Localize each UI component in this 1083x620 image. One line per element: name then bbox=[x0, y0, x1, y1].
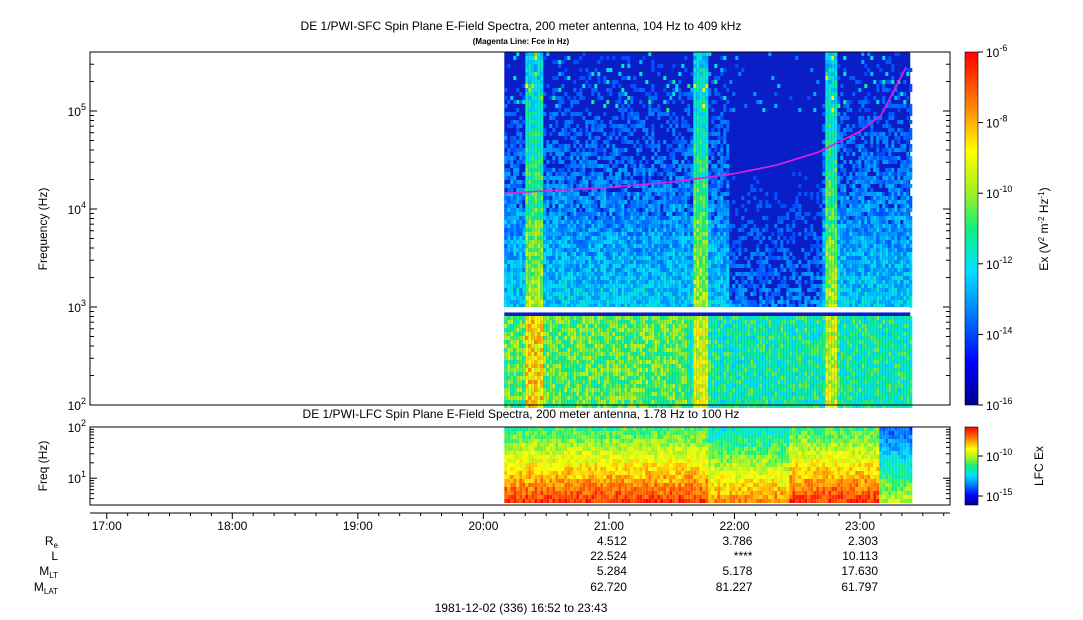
sfc-subtitle: (Magenta Line: Fce in Hz) bbox=[473, 37, 570, 46]
ephemeris-row-label: Re bbox=[45, 534, 59, 550]
ephemeris-value: 5.178 bbox=[722, 564, 752, 578]
lfc-panel: 101 102 Freq (Hz) bbox=[36, 418, 951, 506]
x-tick-label: 22:00 bbox=[719, 519, 749, 533]
y-tick-label: 102 bbox=[68, 418, 86, 435]
colorbar-tick-label: 10-12 bbox=[986, 255, 1012, 272]
lfc-title: DE 1/PWI-LFC Spin Plane E-Field Spectra,… bbox=[303, 407, 740, 421]
ephemeris-table: Re 4.512 3.786 2.303 L 22.524 **** 10.113 MLT 5.2… bbox=[34, 534, 878, 596]
ephemeris-value: 10.113 bbox=[842, 549, 878, 563]
x-tick-label: 19:00 bbox=[343, 519, 373, 533]
ephemeris-value: 3.786 bbox=[722, 534, 752, 548]
sfc-y-axis: 102 103 104 105 bbox=[68, 51, 950, 413]
sfc-y-label: Frequency (Hz) bbox=[36, 188, 50, 271]
lfc-frame bbox=[89, 426, 951, 506]
colorbar-tick-label: 10-8 bbox=[986, 114, 1007, 131]
colorbar-tick-label: 10-15 bbox=[986, 487, 1012, 504]
ephemeris-row-label: MLT bbox=[39, 564, 58, 580]
y-tick-label: 104 bbox=[68, 200, 86, 217]
ephemeris-value: 61.797 bbox=[841, 580, 878, 594]
y-tick-label: 102 bbox=[68, 396, 86, 413]
x-tick-label: 17:00 bbox=[92, 519, 122, 533]
lfc-spectrogram bbox=[504, 427, 913, 503]
lfc-colorbar: 10-10 10-15 LFC Ex bbox=[964, 426, 1046, 506]
colorbar-tick-label: 10-6 bbox=[986, 43, 1007, 60]
time-range-footer: 1981-12-02 (336) 16:52 to 23:43 bbox=[435, 601, 608, 615]
ephemeris-row-label: L bbox=[51, 549, 58, 563]
x-tick-label: 18:00 bbox=[217, 519, 247, 533]
lfc-colorbar-bar bbox=[964, 426, 979, 506]
colorbar-tick-label: 10-16 bbox=[986, 396, 1012, 413]
ephemeris-value: 81.227 bbox=[716, 580, 753, 594]
sfc-colorbar: 10-6 10-8 10-10 10-12 10-14 10-16 Ex (V2 m-2 … bbox=[964, 43, 1052, 413]
ephemeris-value: 5.284 bbox=[597, 564, 627, 578]
ephemeris-value: 17.630 bbox=[841, 564, 878, 578]
lfc-colorbar-label: LFC Ex bbox=[1032, 446, 1046, 486]
y-tick-label: 103 bbox=[68, 298, 86, 315]
colorbar-tick-label: 10-10 bbox=[986, 184, 1012, 201]
fce-line bbox=[504, 66, 907, 194]
ephemeris-value: 22.524 bbox=[590, 549, 627, 563]
ephemeris-value: 62.720 bbox=[590, 580, 627, 594]
y-tick-label: 101 bbox=[68, 469, 86, 486]
time-axis: 17:00 18:00 19:00 20:00 21:00 22:00 23:00 bbox=[90, 512, 950, 533]
x-tick-label: 20:00 bbox=[468, 519, 498, 533]
ephemeris-value: **** bbox=[734, 549, 753, 563]
sfc-spectrogram bbox=[504, 52, 913, 408]
x-tick-label: 21:00 bbox=[594, 519, 624, 533]
colorbar-tick-label: 10-10 bbox=[986, 447, 1012, 464]
lfc-y-axis: 101 102 bbox=[68, 418, 950, 506]
ephemeris-value: 2.303 bbox=[848, 534, 878, 548]
sfc-colorbar-label: Ex (V2 m-2 Hz-1) bbox=[1037, 187, 1052, 270]
sfc-title: DE 1/PWI-SFC Spin Plane E-Field Spectra,… bbox=[301, 19, 742, 33]
sfc-frame bbox=[89, 51, 951, 406]
sfc-colorbar-bar bbox=[964, 51, 979, 406]
ephemeris-row-label: MLAT bbox=[34, 580, 58, 596]
ephemeris-value: 4.512 bbox=[597, 534, 627, 548]
lfc-y-label: Freq (Hz) bbox=[36, 441, 50, 492]
y-tick-label: 105 bbox=[68, 102, 86, 119]
colorbar-tick-label: 10-14 bbox=[986, 325, 1012, 342]
sfc-panel: 102 103 104 105 Frequency (Hz) bbox=[36, 51, 951, 413]
x-tick-label: 23:00 bbox=[845, 519, 875, 533]
